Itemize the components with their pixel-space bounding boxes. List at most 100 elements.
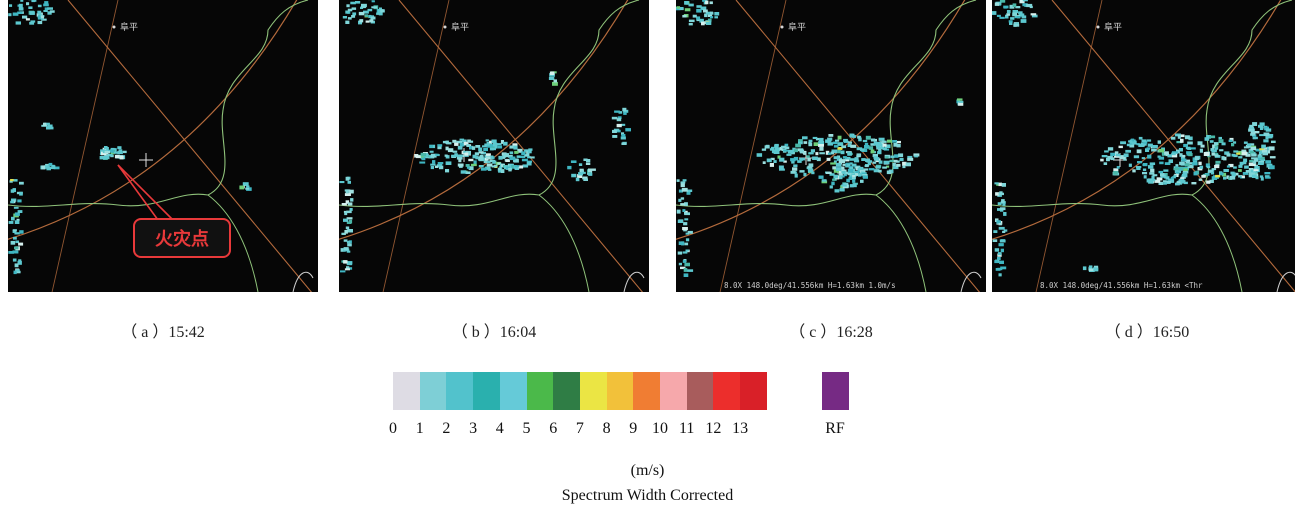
colorbar-tick-label: 8	[602, 420, 611, 437]
echo-cluster	[756, 133, 920, 180]
echo-cluster	[341, 260, 353, 266]
echo-cluster	[994, 182, 1006, 187]
colorbar-swatch	[473, 372, 501, 410]
town-label: 阜平	[788, 21, 806, 33]
colorbar-swatch	[393, 372, 421, 410]
colorbar-swatch	[686, 372, 714, 410]
status-readout: 8.0X 148.0deg/41.556km H=1.63km 1.0m/s	[724, 281, 896, 290]
echo-cluster	[341, 226, 353, 235]
echo-cluster	[99, 146, 127, 160]
fire-point-annotation: 火灾点	[117, 164, 231, 258]
echo-cluster	[9, 179, 24, 185]
colorbar-swatch	[526, 372, 554, 410]
echo-cluster	[41, 122, 54, 130]
radar-panel-b: 阜平	[339, 0, 649, 292]
echo-cluster	[1082, 265, 1099, 272]
echo-cluster	[343, 217, 353, 224]
echo-cluster	[343, 239, 352, 247]
echo-cluster	[677, 218, 689, 226]
colorbar-swatch	[499, 372, 528, 410]
echo-cluster	[414, 138, 535, 174]
echo-cluster	[676, 0, 720, 26]
colorbar-swatch	[660, 372, 688, 410]
colorbar-swatch	[579, 372, 608, 410]
colorbar-tick-label: 12	[705, 420, 722, 437]
radar-image-b: 阜平	[339, 0, 645, 292]
echo-cluster	[1100, 133, 1268, 186]
echo-cluster	[995, 218, 1003, 226]
colorbar-swatch	[633, 372, 661, 410]
town-label: 阜平	[1104, 21, 1122, 33]
colorbar-swatch	[553, 372, 581, 410]
echo-cluster	[956, 98, 964, 106]
radar-image-d: 阜平 8.0X 148.0deg/41.556km H=1.63km <Thr	[992, 0, 1295, 292]
echo-cluster	[678, 238, 690, 246]
echo-cluster	[994, 248, 1004, 257]
colorbar-swatch	[606, 372, 634, 410]
echo-cluster	[994, 256, 1004, 264]
colorbar-swatch	[419, 372, 447, 410]
colorbar-title: Spectrum Width Corrected	[561, 487, 734, 504]
echo-cluster	[678, 187, 693, 195]
caption-a: （ a ）15:42	[121, 324, 205, 341]
colorbar-tick-label: 9	[629, 420, 638, 437]
echo-cluster	[12, 258, 22, 268]
colorbar-tick-label: 3	[469, 420, 478, 437]
colorbar-tick-label: 13	[732, 420, 749, 437]
rf-label: RF	[825, 420, 845, 437]
town-label: 阜平	[451, 21, 469, 33]
annotation-label: 火灾点	[155, 228, 209, 250]
echo-cluster	[678, 197, 688, 206]
town-label: 阜平	[120, 21, 138, 33]
echo-cluster	[567, 158, 596, 182]
echo-cluster	[678, 259, 690, 267]
colorbar-tick-label: 2	[442, 420, 451, 437]
echo-cluster	[40, 162, 60, 171]
colorbar-swatch	[446, 372, 474, 410]
caption-b: （ b ）16:04	[451, 324, 537, 341]
colorbar-tick-label: 10	[652, 420, 668, 437]
echo-cluster	[676, 209, 690, 216]
unit-label: (m/s)	[630, 462, 665, 479]
radar-image-c: 阜平 8.0X 148.0deg/41.556km H=1.63km 1.0m/s	[676, 0, 982, 292]
colorbar-tick-label: 7	[575, 420, 584, 437]
echo-cluster	[8, 0, 55, 25]
echo-cluster	[682, 227, 693, 235]
echo-cluster	[342, 0, 385, 25]
echo-cluster	[611, 107, 631, 145]
colorbar-tick-label: 4	[495, 420, 504, 437]
echo-cluster	[995, 191, 1004, 197]
echo-cluster	[677, 249, 690, 255]
echo-cluster	[992, 239, 1006, 247]
echo-cluster	[8, 216, 20, 224]
echo-cluster	[548, 71, 558, 86]
rf-swatch	[822, 372, 849, 410]
echo-cluster	[676, 179, 687, 188]
status-readout: 8.0X 148.0deg/41.556km H=1.63km <Thr	[1040, 281, 1203, 290]
echo-cluster	[339, 176, 351, 184]
echo-cluster	[10, 236, 24, 246]
echo-cluster	[343, 208, 353, 216]
echo-cluster	[12, 229, 24, 235]
echo-cluster	[821, 167, 864, 193]
echo-cluster	[680, 266, 694, 277]
echo-cluster	[8, 246, 20, 254]
echo-cluster	[995, 266, 1007, 277]
crosshair-icon	[139, 153, 153, 167]
radar-panel-d: 阜平 8.0X 148.0deg/41.556km H=1.63km <Thr	[992, 0, 1295, 292]
echo-cluster	[10, 198, 22, 204]
colorbar-tick-label: 11	[678, 420, 695, 437]
echo-cluster	[993, 226, 1008, 233]
caption-c: （ c ）16:28	[789, 324, 873, 341]
echo-cluster	[992, 0, 1038, 27]
colorbar-tick-label: 5	[522, 420, 531, 437]
echo-cluster	[13, 268, 21, 275]
colorbar-swatch	[740, 372, 768, 410]
echo-cluster	[997, 199, 1006, 206]
colorbar-tick-label: 1	[415, 420, 424, 437]
radar-panel-c: 阜平 8.0X 148.0deg/41.556km H=1.63km 1.0m/s	[676, 0, 986, 292]
echo-cluster	[997, 207, 1007, 216]
colorbar-tick-label: 6	[549, 420, 558, 437]
echo-cluster	[239, 182, 252, 191]
